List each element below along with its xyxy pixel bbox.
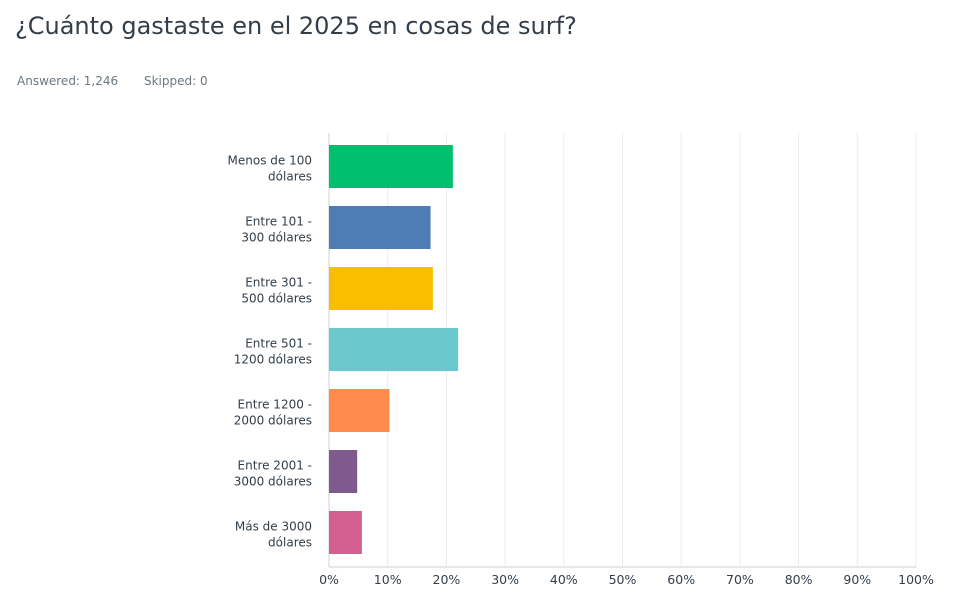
x-tick-label: 70%: [726, 572, 754, 587]
bar: [329, 328, 459, 371]
bar: [329, 206, 431, 249]
category-label: Menos de 100 dólares: [228, 154, 312, 184]
category-label: Entre 1200 -2000 dólares: [234, 398, 312, 428]
x-tick-label: 20%: [433, 572, 461, 587]
category-label: Entre 301 -500 dólares: [241, 276, 312, 306]
answered-count: Answered: 1,246: [17, 74, 119, 88]
bar: [329, 145, 453, 188]
response-stats: Answered: 1,246 Skipped: 0: [17, 74, 230, 88]
x-tick-label: 10%: [374, 572, 402, 587]
bar: [329, 511, 362, 554]
category-label: Más de 3000 dólares: [235, 520, 312, 550]
x-tick-label: 50%: [609, 572, 637, 587]
bar: [329, 389, 390, 432]
x-tick-label: 0%: [319, 572, 339, 587]
skipped-count: Skipped: 0: [143, 74, 208, 88]
x-tick-label: 80%: [785, 572, 813, 587]
bar: [329, 267, 433, 310]
x-tick-label: 60%: [667, 572, 695, 587]
page-title: ¿Cuánto gastaste en el 2025 en cosas de …: [15, 12, 577, 40]
category-label: Entre 501 -1200 dólares: [234, 337, 312, 367]
category-label: Entre 101 -300 dólares: [241, 215, 312, 245]
x-tick-label: 90%: [843, 572, 871, 587]
x-tick-label: 30%: [491, 572, 519, 587]
bar: [329, 450, 358, 493]
x-tick-label: 40%: [550, 572, 578, 587]
category-label: Entre 2001 -3000 dólares: [234, 459, 312, 489]
x-tick-label: 100%: [898, 572, 934, 587]
